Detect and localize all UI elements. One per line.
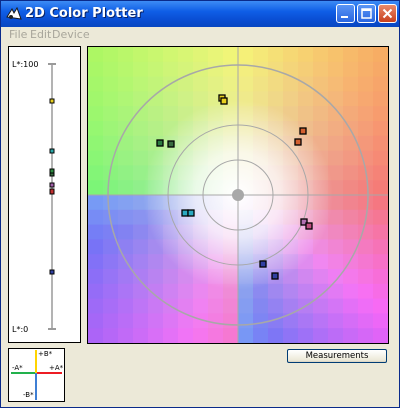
- color-sample-marker[interactable]: [294, 138, 302, 146]
- lightness-marker: [49, 168, 55, 174]
- maximize-button[interactable]: [357, 4, 376, 23]
- window-title: 2D Color Plotter: [25, 6, 143, 21]
- color-sample-marker[interactable]: [259, 260, 267, 268]
- lightness-marker: [49, 269, 55, 275]
- axis-legend: +B* -A* +A* -B*: [8, 348, 65, 402]
- lightness-marker: [49, 188, 55, 195]
- maximize-icon: [361, 8, 372, 19]
- color-sample-marker[interactable]: [156, 139, 164, 147]
- lightness-scale: [48, 63, 56, 330]
- axis-legend-cross: [11, 350, 62, 400]
- lightness-marker: [49, 98, 55, 104]
- plotter-app-icon: [6, 7, 22, 20]
- lightness-marker: [49, 182, 55, 188]
- lightness-marker: [49, 148, 55, 154]
- ab-color-plane[interactable]: [88, 47, 388, 343]
- legend-neg-a-label: -A*: [12, 364, 23, 372]
- menu-edit[interactable]: Edit: [30, 28, 52, 41]
- minimize-button[interactable]: [336, 4, 355, 23]
- menu-bar: File Edit Device: [1, 27, 399, 45]
- legend-pos-a-label: +A*: [49, 364, 64, 372]
- color-sample-marker[interactable]: [305, 222, 313, 230]
- menu-file[interactable]: File: [9, 28, 28, 41]
- color-sample-marker[interactable]: [300, 218, 308, 226]
- close-icon: [382, 8, 393, 19]
- legend-neg-b-label: -B*: [23, 391, 34, 399]
- lightness-max-label: L*:100: [12, 60, 39, 69]
- color-sample-marker[interactable]: [167, 140, 175, 148]
- legend-pos-b-label: +B*: [38, 350, 53, 358]
- minimize-icon: [341, 16, 348, 18]
- color-sample-marker[interactable]: [299, 127, 307, 135]
- title-bar[interactable]: 2D Color Plotter: [1, 1, 399, 27]
- menu-device[interactable]: Device: [52, 28, 90, 41]
- close-button[interactable]: [378, 4, 397, 23]
- lightness-marker: [49, 172, 55, 177]
- lightness-axis-panel: L*:100 L*:0: [8, 46, 81, 343]
- lightness-min-label: L*:0: [12, 325, 29, 334]
- color-sample-marker[interactable]: [220, 97, 228, 105]
- color-plot-area[interactable]: [87, 46, 389, 344]
- measurements-button[interactable]: Measurements: [287, 349, 387, 363]
- color-sample-marker[interactable]: [271, 272, 279, 280]
- color-sample-marker[interactable]: [187, 209, 195, 217]
- color-sample-marker[interactable]: [181, 209, 189, 217]
